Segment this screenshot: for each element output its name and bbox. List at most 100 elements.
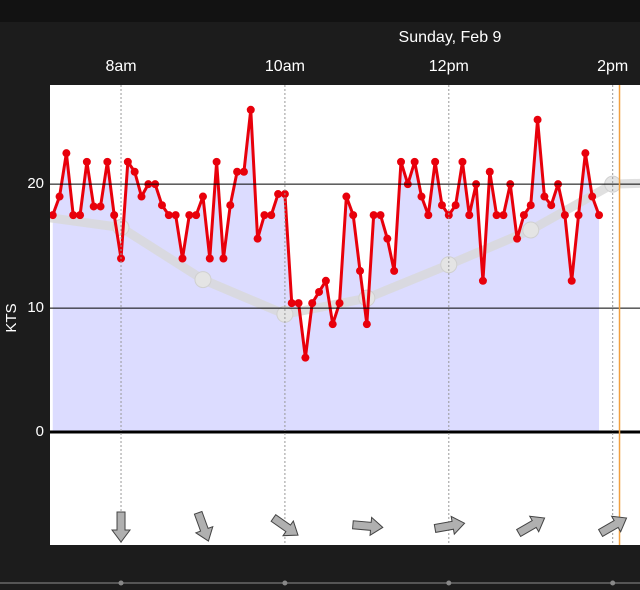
- wind-point: [137, 192, 146, 201]
- wind-point: [130, 167, 139, 176]
- wind-point: [328, 320, 337, 329]
- wind-point: [103, 157, 112, 166]
- y-tick-label: 0: [36, 423, 44, 440]
- y-tick-label: 10: [27, 299, 44, 316]
- wind-point: [157, 201, 166, 210]
- wind-point: [205, 254, 214, 263]
- wind-point: [164, 211, 173, 220]
- x-tick-label: 10am: [265, 58, 305, 75]
- wind-point: [212, 157, 221, 166]
- forecast-point: [194, 271, 212, 289]
- wind-point: [417, 192, 426, 201]
- wind-point: [96, 202, 105, 211]
- wind-point: [55, 192, 64, 201]
- wind-point: [219, 254, 228, 263]
- direction-arrow: [515, 515, 546, 538]
- wind-point: [110, 211, 119, 220]
- y-axis-label: KTS: [3, 303, 20, 332]
- wind-point: [540, 192, 549, 201]
- wind-point: [294, 299, 303, 308]
- wind-point: [185, 211, 194, 220]
- direction-arrow: [193, 510, 214, 542]
- wind-point: [246, 105, 255, 114]
- y-tick-label: 20: [27, 175, 44, 192]
- wind-point: [458, 157, 467, 166]
- wind-point: [410, 157, 419, 166]
- wind-point: [444, 211, 453, 220]
- wind-point: [567, 276, 576, 285]
- wind-point: [69, 211, 78, 220]
- x-tick-label: 8am: [105, 58, 136, 75]
- wind-point: [376, 211, 385, 220]
- wind-point: [178, 254, 187, 263]
- wind-point: [76, 211, 85, 220]
- area-fill: [52, 109, 600, 432]
- wind-point: [308, 299, 317, 308]
- wind-point: [383, 234, 392, 243]
- wind-point: [356, 266, 365, 275]
- direction-arrow: [352, 516, 384, 537]
- wind-point: [396, 157, 405, 166]
- top-bar: [0, 0, 640, 22]
- wind-point: [82, 157, 91, 166]
- wind-point: [533, 115, 542, 124]
- wind-point: [513, 234, 522, 243]
- wind-point: [321, 276, 330, 285]
- direction-arrow: [111, 511, 132, 543]
- wind-point: [465, 211, 474, 220]
- bottom-dot: [610, 580, 616, 586]
- wind-point: [315, 287, 324, 296]
- wind-point: [560, 211, 569, 220]
- wind-point: [362, 320, 371, 329]
- direction-arrow: [597, 515, 628, 538]
- wind-point: [267, 211, 276, 220]
- wind-point: [301, 353, 310, 362]
- wind-point: [233, 167, 242, 176]
- wind-point: [574, 211, 583, 220]
- wind-point: [198, 192, 207, 201]
- wind-point: [335, 299, 344, 308]
- chart-title: Sunday, Feb 9: [399, 29, 502, 46]
- wind-point: [451, 201, 460, 210]
- wind-point: [581, 149, 590, 158]
- wind-point: [595, 211, 604, 220]
- plot: [31, 105, 640, 432]
- forecast-point: [522, 221, 540, 239]
- x-tick-label: 12pm: [429, 58, 469, 75]
- wind-point: [424, 211, 433, 220]
- forecast-point: [440, 256, 458, 274]
- wind-point: [437, 201, 446, 210]
- bottom-dot: [446, 580, 452, 586]
- wind-point: [89, 202, 98, 211]
- wind-point: [260, 211, 269, 220]
- wind-point: [287, 299, 296, 308]
- wind-point: [274, 190, 283, 199]
- bottom-dot: [118, 580, 124, 586]
- wind-point: [239, 167, 248, 176]
- wind-point: [390, 266, 399, 275]
- wind-point: [478, 276, 487, 285]
- wind-point: [123, 157, 132, 166]
- direction-arrow: [270, 513, 299, 537]
- wind-point: [485, 167, 494, 176]
- wind-point: [499, 211, 508, 220]
- wind-point: [253, 234, 262, 243]
- wind-point: [547, 201, 556, 210]
- wind-point: [492, 211, 501, 220]
- wind-point: [171, 211, 180, 220]
- wind-point: [342, 192, 351, 201]
- x-tick-label: 2pm: [597, 58, 628, 75]
- wind-point: [519, 211, 528, 220]
- wind-point: [588, 192, 597, 201]
- wind-point: [192, 211, 201, 220]
- wind-point: [226, 201, 235, 210]
- wind-point: [50, 211, 57, 220]
- wind-point: [349, 211, 358, 220]
- wind-point: [526, 201, 535, 210]
- wind-point: [62, 149, 71, 158]
- wind-point: [431, 157, 440, 166]
- bottom-dot: [282, 580, 288, 586]
- wind-point: [369, 211, 378, 220]
- forecast-point: [31, 208, 47, 224]
